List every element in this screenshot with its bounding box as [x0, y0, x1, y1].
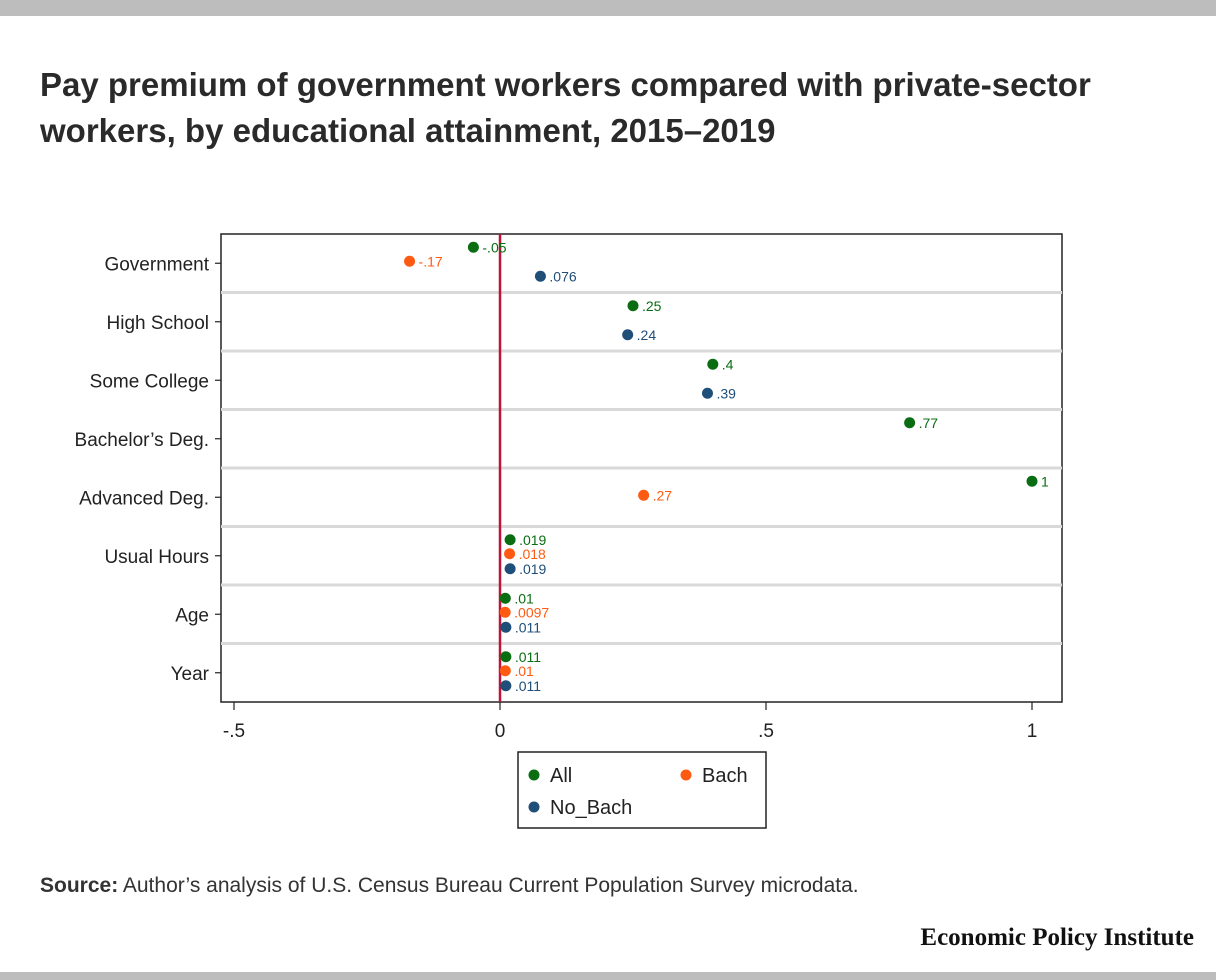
data-label-all: .4 [722, 356, 734, 372]
brand-logo: Economic Policy Institute [920, 924, 1194, 951]
y-tick-label: Age [175, 605, 209, 626]
data-label-no_bach: .39 [716, 385, 736, 401]
x-tick-label: .5 [758, 721, 774, 742]
data-point-bach [638, 489, 650, 501]
data-point-all [707, 358, 719, 370]
data-point-bach [504, 548, 516, 560]
data-point-bach [499, 665, 511, 677]
data-point-no_bach [504, 563, 516, 575]
top-border [0, 0, 1216, 16]
y-tick-label: Year [171, 664, 210, 685]
x-tick-label: -.5 [223, 721, 245, 742]
data-point-no_bach [701, 387, 713, 399]
chart-title: Pay premium of government workers compar… [40, 66, 1091, 149]
data-label-bach: .0097 [514, 604, 549, 620]
data-point-all [627, 300, 639, 312]
y-tick-label: Bachelor’s Deg. [75, 430, 209, 451]
data-label-all: .01 [514, 590, 534, 606]
data-point-bach [404, 255, 416, 267]
legend-marker-no_bach [528, 801, 540, 813]
data-label-no_bach: .019 [519, 561, 546, 577]
scatter-chart: Government High School Some College Bachelo… [75, 233, 1063, 829]
data-label-no_bach: .011 [515, 619, 541, 635]
data-label-all: .77 [919, 415, 939, 431]
source-note: Source: Author’s analysis of U.S. Census… [40, 874, 859, 898]
data-label-no_bach: .24 [637, 327, 657, 343]
legend-label-bach: Bach [702, 765, 748, 787]
data-label-all: 1 [1041, 473, 1049, 489]
legend-box [517, 751, 767, 829]
y-tick-label: Advanced Deg. [79, 488, 209, 509]
data-label-bach: .27 [653, 487, 673, 503]
x-tick-label: 1 [1027, 721, 1038, 742]
data-point-all [1026, 475, 1038, 487]
data-point-all [504, 534, 516, 546]
data-label-no_bach: .076 [549, 268, 576, 284]
data-label-bach: .01 [514, 663, 534, 679]
data-point-all [904, 417, 916, 429]
data-label-bach: .018 [519, 546, 546, 562]
y-tick-label: High School [107, 313, 209, 334]
source-text: Author’s analysis of U.S. Census Bureau … [122, 874, 859, 897]
data-point-no_bach [622, 329, 634, 341]
data-label-bach: -.17 [419, 253, 443, 269]
data-point-no_bach [500, 621, 512, 633]
data-point-no_bach [500, 680, 512, 692]
data-point-bach [499, 606, 511, 618]
data-point-all [467, 241, 479, 253]
data-label-no_bach: .011 [515, 678, 541, 694]
data-label-all: -.05 [482, 239, 506, 255]
data-label-all: .25 [642, 298, 662, 314]
legend-label-no_bach: No_Bach [550, 797, 632, 819]
x-tick-label: 0 [495, 721, 506, 742]
source-label: Source: [40, 874, 119, 897]
legend-marker-all [528, 769, 540, 781]
data-point-all [499, 592, 511, 604]
data-label-all: .011 [515, 649, 541, 665]
legend-marker-bach [680, 769, 692, 781]
data-point-all [500, 651, 512, 663]
y-tick-label: Some College [90, 371, 209, 392]
data-label-all: .019 [519, 532, 546, 548]
legend-label-all: All [550, 765, 572, 787]
data-point-no_bach [534, 270, 546, 282]
y-tick-label: Government [104, 254, 209, 275]
y-tick-label: Usual Hours [104, 547, 209, 568]
bottom-border [0, 972, 1216, 980]
